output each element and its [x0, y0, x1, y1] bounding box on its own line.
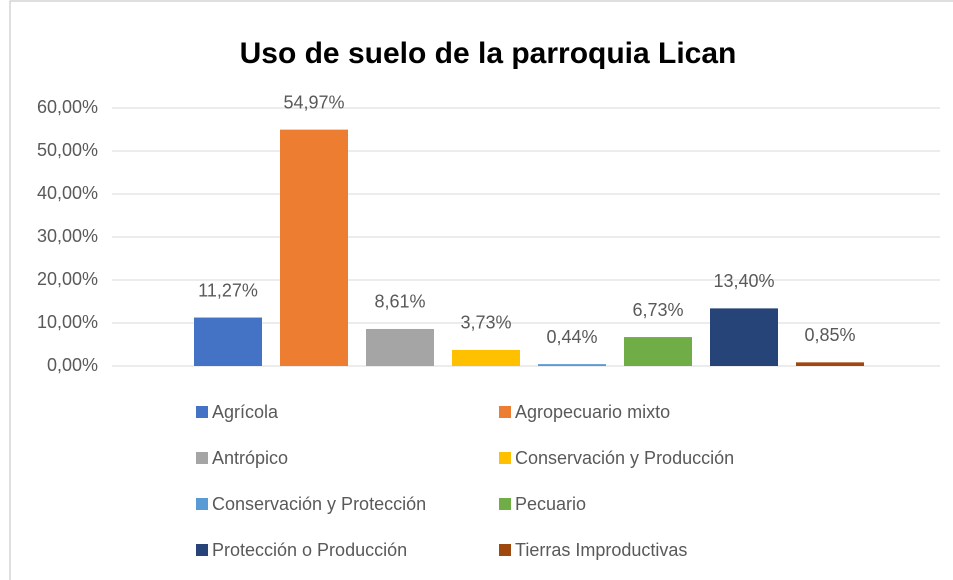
data-label: 11,27% — [198, 280, 258, 300]
data-label: 13,40% — [713, 271, 774, 291]
legend-label: Agropecuario mixto — [515, 402, 670, 422]
y-tick-label: 20,00% — [37, 269, 98, 289]
bar — [280, 129, 348, 366]
bar — [538, 364, 606, 366]
legend-label: Agrícola — [212, 402, 279, 422]
chart-title: Uso de suelo de la parroquia Lican — [240, 37, 737, 70]
bar — [452, 349, 520, 366]
bar — [796, 362, 864, 366]
y-tick-label: 0,00% — [47, 355, 98, 375]
legend-swatch — [196, 452, 208, 464]
bar — [624, 337, 692, 366]
bar — [366, 328, 434, 366]
y-tick-label: 50,00% — [37, 140, 98, 160]
legend-swatch — [499, 544, 511, 556]
y-tick-label: 10,00% — [37, 312, 98, 332]
legend-swatch — [196, 406, 208, 418]
data-label: 3,73% — [460, 313, 511, 333]
legend-label: Pecuario — [515, 494, 586, 514]
legend-label: Tierras Improductivas — [515, 540, 687, 560]
data-label: 0,44% — [546, 327, 597, 347]
data-label: 8,61% — [374, 292, 425, 312]
legend-swatch — [196, 498, 208, 510]
legend-label: Antrópico — [212, 448, 288, 468]
chart-border — [9, 0, 953, 580]
data-label: 54,97% — [283, 92, 344, 112]
y-tick-label: 60,00% — [37, 97, 98, 117]
bar — [710, 308, 778, 366]
y-tick-label: 30,00% — [37, 226, 98, 246]
bar — [194, 317, 262, 366]
legend-swatch — [196, 544, 208, 556]
legend-swatch — [499, 498, 511, 510]
y-tick-label: 40,00% — [37, 183, 98, 203]
legend-label: Conservación y Producción — [515, 448, 734, 468]
legend-label: Protección o Producción — [212, 540, 407, 560]
legend-label: Conservación y Protección — [212, 494, 426, 514]
data-label: 0,85% — [804, 325, 855, 345]
data-label: 6,73% — [632, 300, 683, 320]
legend-swatch — [499, 406, 511, 418]
legend-swatch — [499, 452, 511, 464]
